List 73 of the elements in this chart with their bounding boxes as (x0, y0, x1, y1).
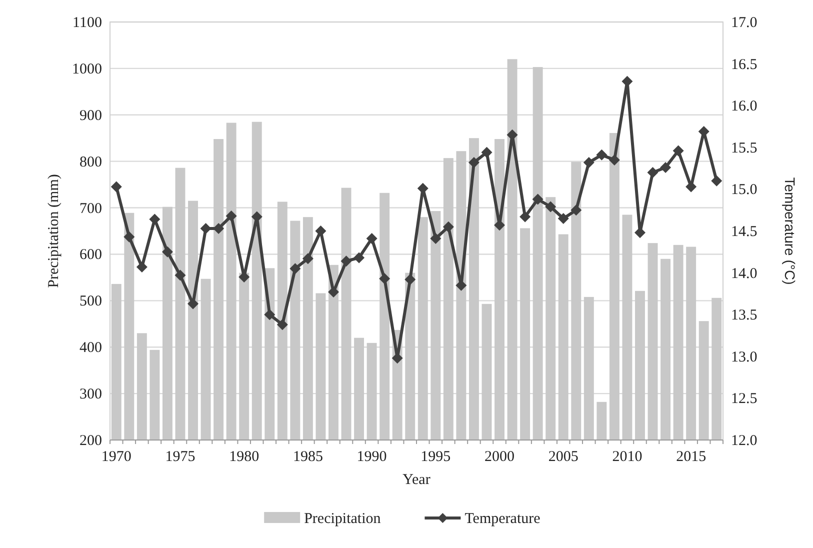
point (634, 227, 646, 238)
point (583, 156, 594, 168)
point (226, 210, 237, 222)
point (379, 273, 390, 284)
y2-tick-label: 14.0 (731, 266, 758, 282)
point (340, 256, 352, 267)
x-tick-label: 1985 (292, 449, 323, 465)
point (404, 274, 416, 285)
point (430, 233, 442, 244)
y-axis-title: Precipitation (mm) (46, 174, 62, 288)
point (213, 222, 224, 234)
point (608, 154, 620, 166)
x-tick-label: 1995 (420, 449, 451, 465)
x-tick-label: 1990 (356, 449, 387, 465)
y2-tick-label: 13.0 (731, 349, 758, 366)
y-tick-label: 900 (80, 108, 102, 124)
legend-label: Temperature (464, 511, 541, 527)
point (481, 146, 492, 158)
y-tick-label: 700 (80, 200, 102, 217)
point (136, 261, 148, 272)
point (545, 201, 556, 212)
point (520, 211, 531, 222)
point (596, 149, 608, 160)
y2-tick-label: 12.0 (731, 433, 758, 449)
point (149, 214, 160, 225)
y-tick-label: 600 (80, 247, 102, 264)
point (442, 221, 454, 232)
x-tick-label: 2000 (484, 449, 515, 465)
point (647, 166, 658, 178)
point (124, 231, 135, 242)
y-tick-label: 400 (80, 340, 102, 356)
y-tick-label: 800 (80, 154, 102, 170)
point (315, 226, 326, 236)
y-tick-label: 300 (80, 386, 102, 403)
point (366, 233, 378, 244)
x-tick-label: 1975 (165, 449, 196, 465)
point (174, 270, 186, 281)
x-axis-title: Year (402, 472, 430, 488)
x-tick-label: 2005 (548, 449, 578, 465)
y2-tick-label: 16.5 (731, 56, 758, 73)
y-tick-label: 200 (80, 433, 102, 449)
point (328, 286, 339, 298)
y2-axis-title: Temperature (°C) (782, 177, 798, 285)
point (354, 252, 365, 264)
legend-label: Precipitation (304, 511, 382, 527)
point (468, 156, 480, 168)
point (290, 263, 301, 274)
y2-tick-label: 15.5 (731, 140, 758, 156)
y-tick-label: 1000 (72, 61, 102, 78)
y-tick-label: 500 (80, 294, 102, 310)
x-tick-label: 1980 (229, 449, 260, 465)
point (558, 212, 569, 224)
point (162, 246, 173, 258)
y2-tick-label: 15.0 (731, 182, 758, 198)
x-tick-label: 2015 (676, 449, 706, 465)
point (711, 175, 722, 186)
point (302, 253, 314, 264)
point (264, 309, 276, 320)
point (532, 194, 544, 205)
y2-tick-label: 12.5 (731, 391, 758, 408)
point (276, 319, 288, 330)
x-tick-label: 1970 (101, 449, 132, 465)
point (672, 145, 684, 156)
y2-tick-label: 17.0 (731, 15, 758, 31)
y2-tick-label: 16.0 (731, 98, 758, 115)
x-tick-label: 2010 (612, 449, 642, 465)
y2-tick-label: 13.5 (731, 308, 758, 324)
point (570, 204, 582, 216)
y-tick-label: 1100 (72, 15, 102, 31)
y2-tick-label: 14.5 (731, 224, 758, 240)
point (200, 222, 212, 234)
point (110, 181, 122, 192)
point (660, 162, 672, 173)
